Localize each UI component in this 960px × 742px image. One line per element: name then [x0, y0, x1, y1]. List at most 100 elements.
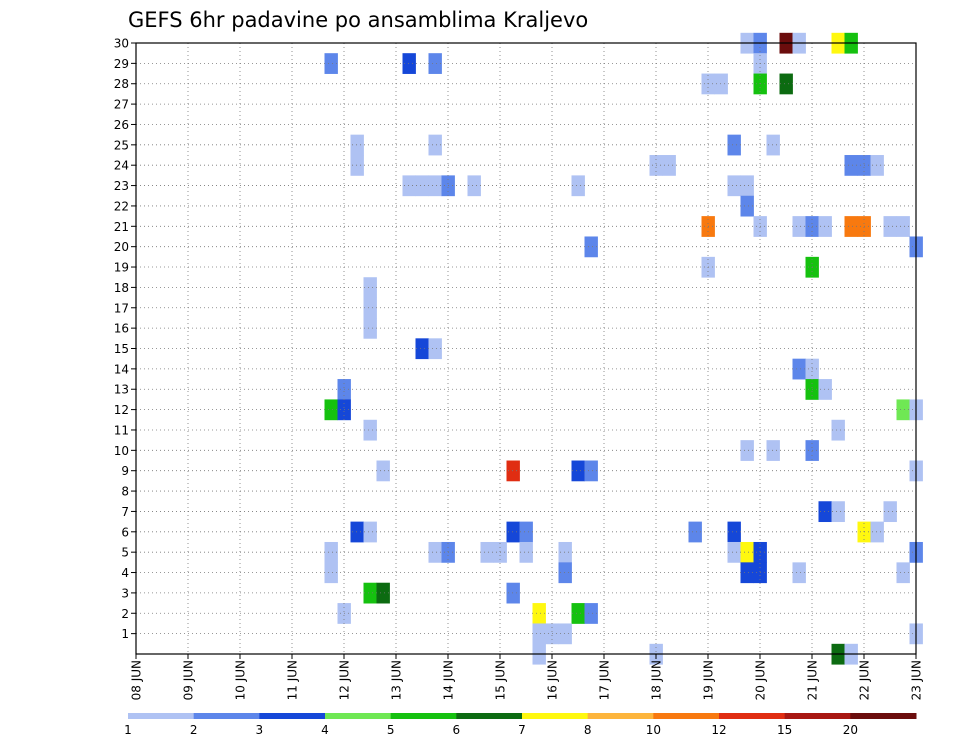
- heatmap-cell: [727, 541, 741, 563]
- x-tick-label: 08 JUN: [130, 660, 144, 700]
- heatmap-cell: [363, 317, 377, 339]
- x-tick-label: 23 JUN: [910, 660, 924, 700]
- x-tick-label: 12 JUN: [338, 660, 352, 700]
- x-tick-label: 18 JUN: [650, 660, 664, 700]
- colorbar-label: 10: [646, 723, 661, 737]
- heatmap-cell: [376, 460, 390, 482]
- y-tick-label: 21: [114, 220, 129, 234]
- x-tick-label: 15 JUN: [494, 660, 508, 700]
- heatmap-cell: [324, 53, 338, 74]
- y-tick-label: 19: [114, 261, 129, 275]
- colorbar-label: 8: [584, 723, 592, 737]
- heatmap-cell: [363, 419, 377, 441]
- heatmap-cell: [506, 460, 520, 482]
- heatmap-cell: [428, 541, 442, 563]
- heatmap-cell: [428, 53, 442, 74]
- heatmap-cell: [558, 562, 572, 584]
- heatmap-cell: [818, 216, 832, 237]
- heatmap-cell: [740, 562, 754, 584]
- x-tick-label: 09 JUN: [182, 660, 196, 700]
- heatmap-cell: [740, 175, 754, 197]
- heatmap-cell: [363, 582, 377, 604]
- heatmap-cell: [727, 134, 741, 156]
- colorbar-label: 6: [453, 723, 461, 737]
- colorbar-label: 4: [321, 723, 329, 737]
- chart-title: GEFS 6hr padavine po ansamblima Kraljevo: [128, 8, 588, 32]
- heatmap-cell: [532, 623, 546, 645]
- heatmap-cell: [558, 623, 572, 645]
- heatmap-cell: [896, 216, 910, 237]
- heatmap-cell: [779, 73, 793, 95]
- heatmap-cell: [428, 338, 442, 360]
- colorbar-label: 15: [777, 723, 792, 737]
- heatmap-cell: [818, 379, 832, 400]
- x-axis: 08 JUN 09 JUN 10 JUN 11 JUN 12 JUN 13 JUN 14 J…: [130, 654, 924, 700]
- y-tick-label: 4: [121, 566, 129, 580]
- heatmap-cell: [831, 501, 845, 523]
- colorbar-swatch: [390, 713, 457, 719]
- colorbar-label: 3: [256, 723, 264, 737]
- heatmap-cell: [402, 175, 416, 197]
- heatmap-cell: [532, 603, 546, 624]
- heatmap-cell: [571, 175, 585, 197]
- heatmap-cell: [350, 521, 364, 543]
- y-axis: 1234567891011121314151617181920212223242…: [114, 37, 136, 641]
- heatmap-cell: [740, 541, 754, 563]
- y-tick-label: 13: [114, 383, 129, 397]
- y-tick-label: 30: [114, 37, 129, 51]
- y-tick-label: 3: [121, 586, 129, 600]
- heatmap-cell: [571, 460, 585, 482]
- heatmap-cell: [506, 582, 520, 604]
- heatmap-cell: [558, 541, 572, 563]
- y-tick-label: 26: [114, 118, 129, 132]
- heatmap-cell: [467, 175, 481, 197]
- colorbar-label: 20: [843, 723, 858, 737]
- heatmap-cell: [324, 399, 338, 421]
- colorbar-swatch: [784, 713, 851, 719]
- y-tick-label: 20: [114, 240, 129, 254]
- y-tick-label: 15: [114, 342, 129, 356]
- x-tick-label: 16 JUN: [546, 660, 560, 700]
- heatmap-cell: [584, 236, 598, 258]
- heatmap-cell: [870, 521, 884, 543]
- heatmap-cell: [727, 521, 741, 543]
- heatmap-cell: [480, 541, 494, 563]
- colorbar-label: 12: [711, 723, 726, 737]
- heatmap-cell: [740, 440, 754, 461]
- heatmap-cell: [844, 216, 858, 237]
- x-tick-label: 14 JUN: [442, 660, 456, 700]
- y-tick-label: 27: [114, 98, 129, 112]
- y-tick-label: 6: [121, 525, 129, 539]
- colorbar-legend: 1 2 3 4 5 6 7 8 10 12 15 20: [124, 713, 917, 737]
- colorbar-swatch: [719, 713, 786, 719]
- x-tick-label: 10 JUN: [234, 660, 248, 700]
- heatmap-cell: [363, 277, 377, 298]
- x-tick-label: 22 JUN: [858, 660, 872, 700]
- heatmap-cell: [727, 175, 741, 197]
- heatmap-cell: [350, 134, 364, 156]
- heatmap-cell: [831, 419, 845, 441]
- colorbar-label: 2: [190, 723, 198, 737]
- colorbar-swatch: [193, 713, 260, 719]
- y-tick-label: 8: [121, 485, 129, 499]
- y-tick-label: 24: [114, 159, 129, 173]
- heatmap-cell: [415, 338, 429, 360]
- heatmap-cell: [324, 562, 338, 584]
- y-tick-label: 16: [114, 322, 129, 336]
- heatmap-cell: [740, 195, 754, 217]
- heatmap-cell: [714, 73, 728, 95]
- heatmap-cell: [584, 460, 598, 482]
- heatmap-cell: [766, 440, 780, 461]
- colorbar-swatch: [850, 713, 917, 719]
- colorbar-swatch: [259, 713, 326, 719]
- y-tick-label: 11: [114, 423, 129, 437]
- heatmap-cell: [415, 175, 429, 197]
- y-tick-label: 2: [121, 607, 129, 621]
- heatmap-cell: [792, 562, 806, 584]
- y-tick-label: 23: [114, 179, 129, 193]
- colorbar-swatch: [456, 713, 523, 719]
- y-tick-label: 18: [114, 281, 129, 295]
- heatmap-cell: [428, 134, 442, 156]
- heatmap-cell: [376, 582, 390, 604]
